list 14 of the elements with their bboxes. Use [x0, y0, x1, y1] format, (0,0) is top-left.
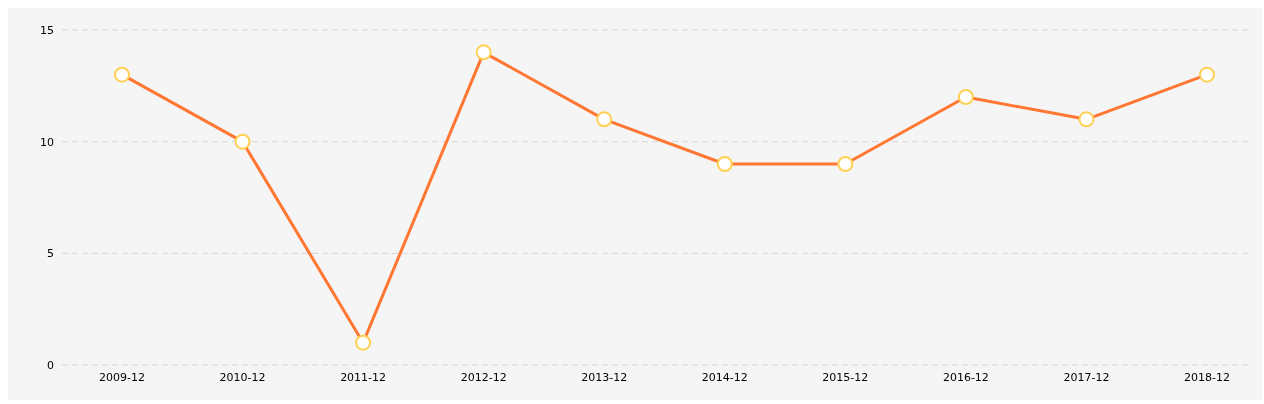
x-tick-label: 2014-12 [701, 370, 748, 384]
y-tick-label: 15 [40, 23, 54, 37]
x-tick-label: 2011-12 [340, 370, 387, 384]
x-tick-label: 2016-12 [942, 370, 989, 384]
x-tick-label: 2013-12 [581, 370, 628, 384]
y-tick-label: 0 [47, 358, 54, 372]
y-tick-label: 5 [47, 247, 54, 261]
x-tick-label: 2012-12 [460, 370, 507, 384]
y-tick-label: 10 [40, 135, 54, 149]
x-tick-label: 2015-12 [822, 370, 869, 384]
x-tick-label: 2018-12 [1184, 370, 1230, 384]
x-tick-label: 2010-12 [219, 370, 266, 384]
x-tick-label: 2009-12 [99, 370, 145, 384]
x-tick-label: 2017-12 [1063, 370, 1110, 384]
